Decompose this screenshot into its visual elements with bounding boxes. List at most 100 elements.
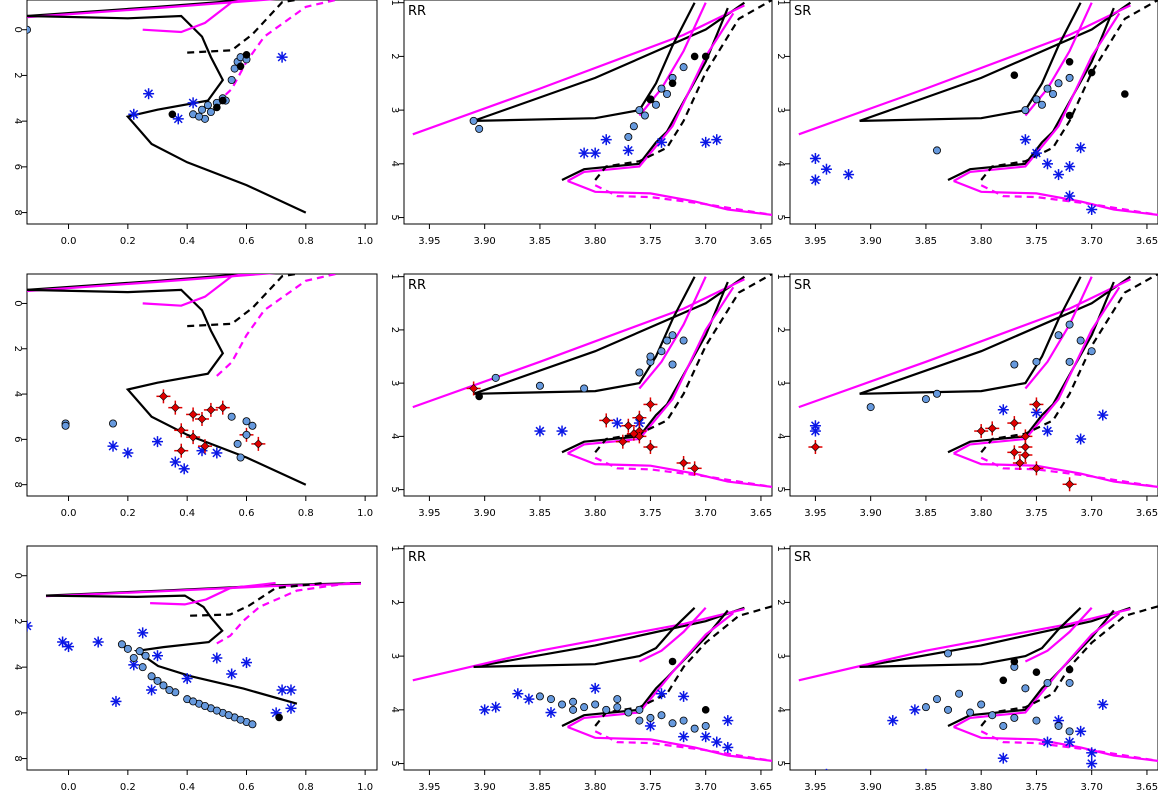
x-tick-label: 3.70 (1081, 782, 1103, 793)
circle-point (663, 336, 672, 345)
asterisk-point (1064, 190, 1076, 202)
circle-point (932, 389, 941, 398)
circle-point (613, 703, 622, 712)
x-tick-label: 3.95 (418, 508, 440, 519)
y-tick-label: 5 (389, 760, 400, 766)
circle-point (635, 705, 644, 714)
black-point (690, 52, 699, 61)
asterisk-point (809, 174, 821, 186)
asterisk-point (1019, 134, 1031, 146)
asterisk-point (843, 169, 855, 181)
panel-r2c3: 3.95 3.90 3.85 3.80 3.75 3.70 3.65 1 2 3 4 5 SR (775, 273, 1158, 519)
isochrone-line (142, 274, 251, 307)
circle-point (1065, 678, 1074, 687)
asterisk-point (722, 715, 734, 727)
isochrone-line (953, 725, 1158, 762)
asterisk-point (589, 147, 601, 159)
y-tick-label: 4 (12, 391, 23, 397)
asterisk-point (589, 682, 601, 694)
circle-point (988, 711, 997, 720)
y-tick-label: 8 (12, 481, 23, 487)
x-tick-label: 3.70 (695, 782, 717, 793)
circle-point (61, 421, 70, 430)
isochrone-line (567, 612, 734, 728)
y-tick-label: 2 (12, 72, 23, 78)
asterisk-point (1075, 725, 1087, 737)
black-point (1065, 111, 1074, 120)
isochrone-line (594, 274, 772, 454)
y-tick-label: 2 (775, 599, 786, 605)
asterisk-point (611, 417, 623, 429)
isochrone-line (953, 286, 1121, 455)
x-tick-label: 3.85 (915, 236, 937, 247)
circle-point (1065, 357, 1074, 366)
red-star-point (1062, 477, 1077, 492)
x-tick-label: 3.80 (584, 236, 606, 247)
circle-point (966, 708, 975, 717)
y-tick-label: 3 (775, 380, 786, 386)
red-star-point (174, 423, 189, 438)
asterisk-point (1075, 142, 1087, 154)
asterisk-point (128, 108, 140, 120)
circle-point (242, 417, 251, 426)
asterisk-point (578, 147, 590, 159)
asterisk-point (655, 688, 667, 700)
x-tick-label: 0.4 (179, 782, 195, 793)
black-point (668, 79, 677, 88)
red-star-point (1012, 455, 1027, 470)
asterisk-point (146, 684, 158, 696)
x-tick-label: 3.85 (529, 508, 551, 519)
asterisk-point (181, 673, 193, 685)
panel-tag: RR (408, 550, 426, 565)
asterisk-point (820, 163, 832, 175)
asterisk-point (1086, 758, 1098, 770)
circle-point (866, 403, 875, 412)
x-tick-label: 3.65 (750, 236, 772, 247)
red-star-point (203, 402, 218, 417)
isochrone-line (594, 605, 772, 727)
x-tick-label: 3.95 (804, 236, 826, 247)
circle-point (569, 705, 578, 714)
y-tick-label: 1 (775, 545, 786, 551)
plot-area (798, 274, 1158, 492)
circle-point (668, 719, 677, 728)
asterisk-point (169, 456, 181, 468)
isochrone-line (947, 609, 1115, 727)
plot-area (412, 605, 772, 762)
x-tick-label: 3.90 (474, 782, 496, 793)
asterisk-point (285, 684, 297, 696)
panel-tag: RR (408, 4, 426, 19)
red-star-point (168, 400, 183, 415)
asterisk-point (909, 704, 921, 716)
circle-point (165, 686, 174, 695)
x-tick-label: 3.80 (584, 508, 606, 519)
isochrone-line (638, 607, 707, 663)
black-point (218, 96, 227, 105)
isochrone-line (150, 581, 276, 606)
circle-point (206, 108, 215, 117)
circle-point (701, 721, 710, 730)
isochrone-line (859, 276, 1082, 395)
asterisk-point (1064, 161, 1076, 173)
asterisk-point (711, 134, 723, 146)
x-tick-label: 0.4 (179, 236, 195, 247)
circle-point (109, 419, 118, 428)
plot-frame (789, 545, 1158, 771)
asterisk-point (1064, 736, 1076, 748)
red-star-point (1018, 440, 1033, 455)
circle-point (679, 336, 688, 345)
x-tick-label: 3.65 (1136, 236, 1158, 247)
circle-point (546, 695, 555, 704)
circle-point (1076, 336, 1085, 345)
x-tick-label: 0.6 (239, 508, 255, 519)
circle-point (227, 412, 236, 421)
red-star-point (676, 455, 691, 470)
isochrone-line (953, 12, 1121, 182)
circle-point (1054, 331, 1063, 340)
circle-point (123, 644, 132, 653)
x-tick-label: 3.70 (695, 508, 717, 519)
asterisk-point (240, 657, 252, 669)
asterisk-point (809, 152, 821, 164)
asterisk-point (172, 113, 184, 125)
